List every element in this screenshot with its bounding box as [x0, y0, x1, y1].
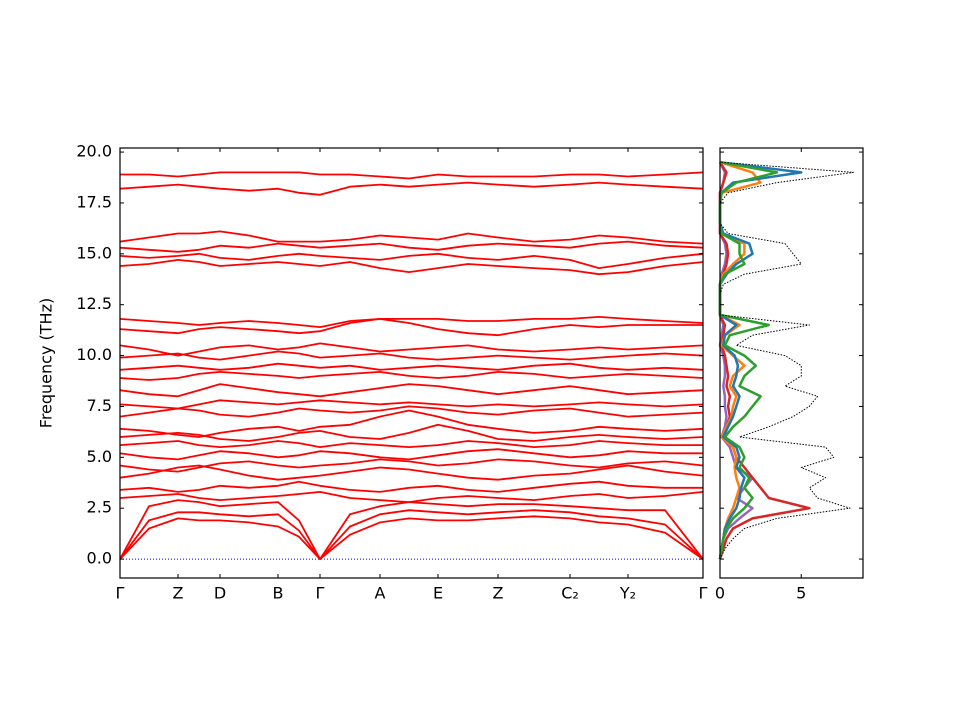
- x-tick-label: 5: [796, 584, 806, 603]
- band-line: [119, 230, 704, 245]
- x-tick-label: E: [433, 584, 443, 603]
- band-line: [119, 240, 704, 253]
- x-tick-label: Z: [173, 584, 184, 603]
- plot-frame: [119, 147, 704, 579]
- band-line: [119, 440, 703, 449]
- band-line: [120, 171, 704, 180]
- band-line: [119, 509, 704, 560]
- y-tick-label: 2.5: [87, 498, 112, 517]
- x-tick-label: D: [214, 584, 226, 603]
- y-tick-label: 20.0: [76, 142, 112, 161]
- band-line: [119, 464, 704, 481]
- band-line: [119, 399, 704, 410]
- y-tick-label: 17.5: [76, 192, 112, 211]
- band-line: [119, 370, 704, 381]
- band-line: [119, 480, 703, 493]
- x-tick-label: Γ: [699, 584, 708, 603]
- y-tick-label: 15.0: [76, 243, 112, 262]
- band-line: [119, 409, 704, 438]
- x-tick-label: Y₂: [619, 584, 636, 603]
- y-tick-label: 7.5: [87, 396, 112, 415]
- band-line: [119, 252, 704, 270]
- band-line: [119, 317, 703, 337]
- x-tick-label: Γ: [316, 584, 325, 603]
- x-tick-label: B: [273, 584, 284, 603]
- band-line: [119, 342, 704, 357]
- dos-line: [718, 161, 811, 560]
- band-line: [119, 362, 704, 371]
- x-tick-label: 0: [715, 584, 725, 603]
- band-line: [119, 383, 704, 398]
- band-line: [119, 499, 704, 560]
- band-line: [119, 181, 704, 196]
- y-tick-label: 0.0: [87, 549, 112, 568]
- y-tick-label: 10.0: [76, 345, 112, 364]
- x-tick-label: Z: [493, 584, 504, 603]
- dos-line: [718, 160, 779, 560]
- x-tick-label: C₂: [561, 584, 579, 603]
- y-tick-label: 12.5: [76, 294, 112, 313]
- band-line: [119, 350, 704, 361]
- y-axis-label: Frequency (THz): [37, 298, 56, 428]
- x-tick-label: Γ: [116, 584, 125, 603]
- dos-line: [718, 160, 803, 560]
- band-line: [119, 515, 704, 560]
- band-line: [119, 490, 704, 504]
- y-tick-label: 5.0: [87, 447, 112, 466]
- band-line: [119, 448, 703, 461]
- plot-frame: [719, 147, 864, 579]
- band-line: [119, 405, 704, 418]
- band-line: [119, 315, 704, 329]
- band-line: [119, 258, 704, 276]
- band-line: [119, 458, 704, 473]
- x-tick-label: A: [375, 584, 386, 603]
